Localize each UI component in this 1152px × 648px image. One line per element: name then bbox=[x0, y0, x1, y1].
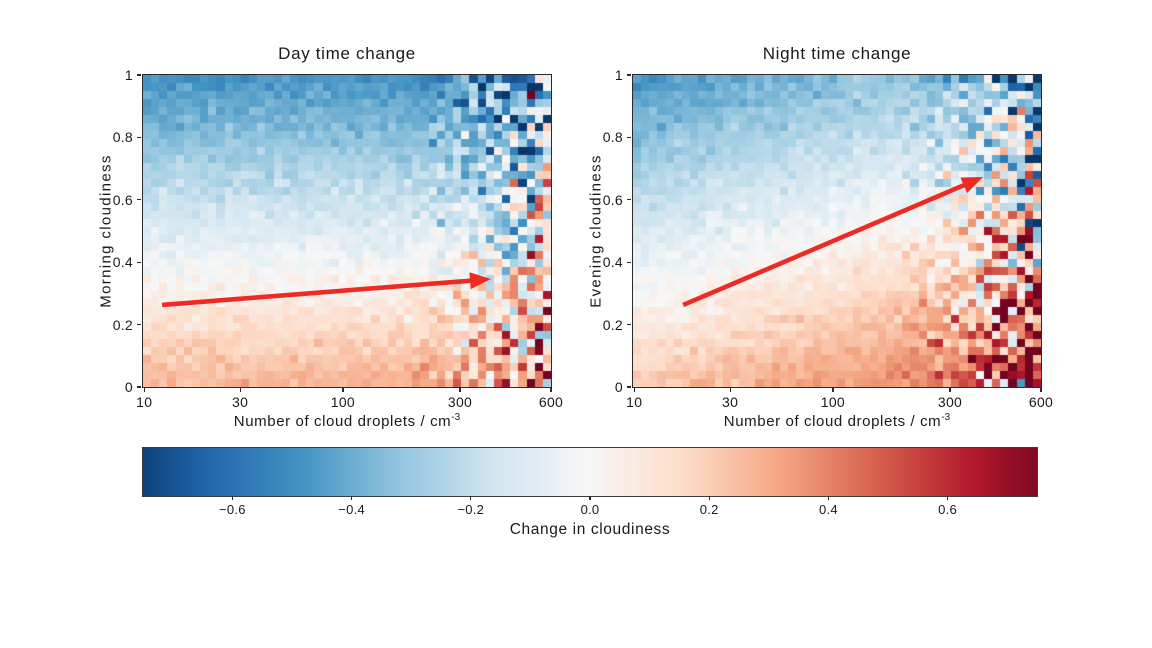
colorbar bbox=[142, 447, 1038, 497]
colorbar-tick-mark bbox=[231, 496, 233, 500]
x-tick-mark bbox=[1040, 388, 1042, 392]
x-tick-mark bbox=[550, 388, 552, 392]
night-arrow-shaft bbox=[682, 181, 969, 308]
y-tick-mark bbox=[627, 74, 631, 76]
colorbar-tick-label: −0.4 bbox=[338, 502, 365, 517]
x-tick-mark bbox=[633, 388, 635, 392]
colorbar-tick-label: −0.2 bbox=[457, 502, 485, 517]
x-tick-mark bbox=[143, 388, 145, 392]
panel-day-xaxis-label: Number of cloud droplets / cm-3 bbox=[142, 412, 552, 430]
x-tick-mark bbox=[729, 388, 731, 392]
panel-day-title: Day time change bbox=[278, 44, 416, 63]
day-xaxis-label-superscript: -3 bbox=[451, 412, 461, 423]
y-tick-label: 0.4 bbox=[602, 254, 623, 271]
y-tick-mark bbox=[627, 136, 631, 138]
y-tick-mark bbox=[627, 199, 631, 201]
colorbar-tick-mark bbox=[351, 496, 353, 500]
x-tick-mark bbox=[342, 388, 344, 392]
night-xaxis-label-text: Number of cloud droplets / cm bbox=[723, 413, 942, 430]
y-tick-mark bbox=[627, 386, 631, 388]
night-xaxis-label-superscript: -3 bbox=[941, 412, 951, 423]
x-tick-label: 10 bbox=[136, 394, 153, 410]
y-tick-mark bbox=[137, 261, 141, 263]
colorbar-tick-label: 0.0 bbox=[580, 502, 600, 517]
day-heatmap-canvas bbox=[143, 75, 551, 387]
y-tick-label: 0 bbox=[124, 379, 133, 395]
x-tick-label: 300 bbox=[447, 394, 473, 410]
x-tick-mark bbox=[239, 388, 241, 392]
panel-day-heatmap bbox=[142, 74, 552, 388]
x-tick-label: 100 bbox=[330, 394, 355, 410]
y-tick-mark bbox=[137, 136, 141, 138]
night-heatmap-canvas bbox=[633, 75, 1041, 387]
x-tick-mark bbox=[832, 388, 834, 392]
colorbar-tick-mark bbox=[827, 496, 829, 500]
y-tick-label: 0 bbox=[614, 379, 623, 395]
colorbar-tick-mark bbox=[708, 496, 710, 500]
day-arrow-head-icon bbox=[469, 272, 492, 290]
y-tick-mark bbox=[137, 199, 141, 201]
y-tick-label: 0.6 bbox=[602, 191, 623, 208]
colorbar-tick-label: 0.6 bbox=[938, 502, 958, 517]
colorbar-tick-label: 0.2 bbox=[699, 502, 719, 517]
x-tick-label: 300 bbox=[937, 394, 963, 410]
colorbar-tick-label: 0.4 bbox=[818, 502, 838, 517]
colorbar-tick-mark bbox=[470, 496, 472, 500]
x-tick-label: 10 bbox=[626, 394, 643, 410]
x-tick-label: 100 bbox=[820, 394, 845, 410]
colorbar-tick-mark bbox=[589, 496, 591, 500]
panel-night-xaxis-label: Number of cloud droplets / cm-3 bbox=[632, 412, 1042, 430]
panel-day-yaxis-label: Morning cloudiness bbox=[97, 154, 115, 308]
y-tick-label: 0.6 bbox=[112, 191, 133, 208]
x-tick-mark bbox=[459, 388, 461, 392]
x-tick-label: 30 bbox=[232, 394, 249, 410]
y-tick-mark bbox=[137, 386, 141, 388]
y-tick-mark bbox=[627, 261, 631, 263]
x-tick-label: 600 bbox=[1028, 394, 1054, 410]
day-annotation-arrow bbox=[161, 272, 492, 308]
y-tick-mark bbox=[137, 74, 141, 76]
y-tick-label: 1 bbox=[124, 67, 133, 83]
x-tick-label: 30 bbox=[722, 394, 739, 410]
panel-night-heatmap bbox=[632, 74, 1042, 388]
day-arrow-shaft bbox=[161, 278, 475, 308]
colorbar-label: Change in cloudiness bbox=[509, 521, 671, 538]
colorbar-gradient-canvas bbox=[143, 448, 1037, 496]
y-tick-label: 0.2 bbox=[602, 316, 623, 333]
colorbar-tick-mark bbox=[947, 496, 949, 500]
colorbar-tick-label: −0.6 bbox=[219, 502, 246, 517]
y-tick-mark bbox=[137, 324, 141, 326]
night-arrow-head-icon bbox=[960, 177, 984, 194]
night-annotation-arrow bbox=[682, 177, 984, 308]
x-tick-label: 600 bbox=[538, 394, 564, 410]
y-tick-mark bbox=[627, 324, 631, 326]
day-xaxis-label-text: Number of cloud droplets / cm bbox=[233, 413, 452, 430]
panel-night-yaxis-label: Evening cloudiness bbox=[587, 154, 605, 308]
y-tick-label: 0.2 bbox=[112, 316, 133, 333]
y-tick-label: 0.4 bbox=[112, 254, 133, 271]
panel-night-title: Night time change bbox=[762, 44, 912, 63]
y-tick-label: 1 bbox=[614, 67, 623, 83]
x-tick-mark bbox=[949, 388, 951, 392]
y-tick-label: 0.8 bbox=[602, 129, 623, 146]
y-tick-label: 0.8 bbox=[112, 129, 133, 146]
